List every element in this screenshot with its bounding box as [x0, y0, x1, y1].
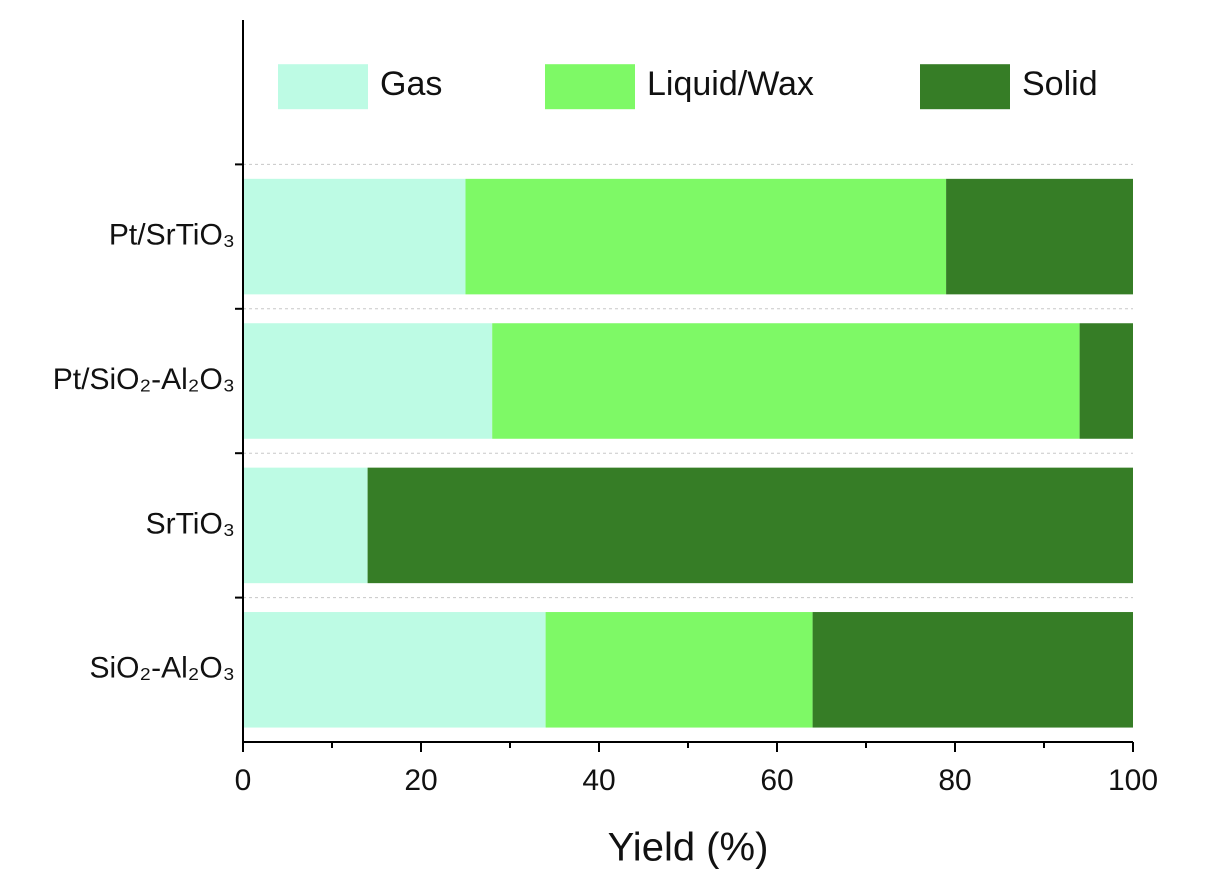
x-tick-label: 80 — [938, 764, 971, 797]
y-tick-label: Pt/SrTiO₃ — [109, 219, 235, 252]
bar-segment — [243, 323, 493, 439]
bar-segment — [465, 178, 947, 295]
x-tick-label: 100 — [1108, 764, 1158, 797]
x-tick-label: 20 — [404, 764, 437, 797]
bar-segment — [545, 612, 813, 728]
legend-swatch — [920, 64, 1010, 110]
bar-segment — [243, 178, 466, 295]
bar-segment — [812, 612, 1133, 728]
x-tick-label: 40 — [582, 764, 615, 797]
y-tick-label: Pt/SiO₂-Al₂O₃ — [53, 363, 235, 396]
x-tick-label: 60 — [760, 764, 793, 797]
legend-label: Gas — [380, 65, 442, 103]
legend-label: Solid — [1022, 65, 1098, 103]
legend-swatch — [545, 64, 635, 110]
bar-segment — [946, 178, 1133, 295]
bar-segment — [1079, 323, 1133, 439]
x-axis-title: Yield (%) — [608, 826, 769, 870]
bar-segment — [492, 323, 1080, 439]
y-tick-label: SrTiO₃ — [146, 507, 235, 540]
bar-segment — [243, 467, 368, 584]
bar-segment — [243, 612, 546, 728]
legend-swatch — [278, 64, 368, 110]
bar-segment — [367, 467, 1134, 584]
x-tick-label: 0 — [235, 764, 252, 797]
legend-label: Liquid/Wax — [647, 65, 814, 103]
y-tick-label: SiO₂-Al₂O₃ — [89, 652, 235, 685]
